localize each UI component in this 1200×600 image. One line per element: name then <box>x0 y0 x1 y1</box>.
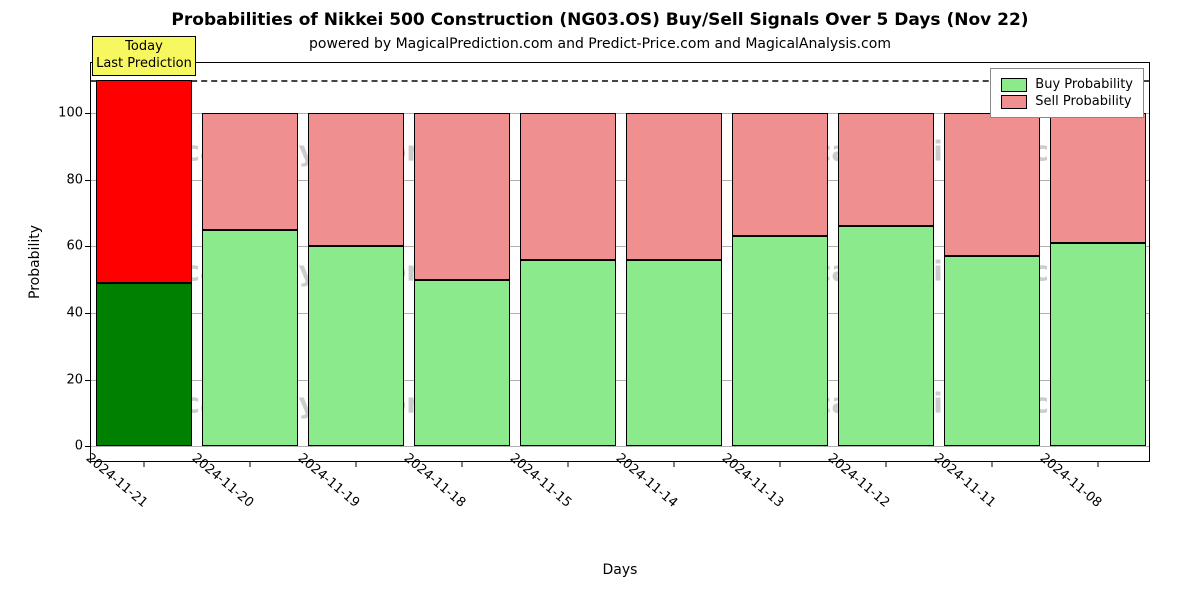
legend-swatch <box>1001 95 1027 109</box>
ytick-label: 0 <box>75 439 83 454</box>
ytick-mark <box>85 246 91 247</box>
sell-bar <box>1050 113 1145 243</box>
sell-bar <box>626 113 721 260</box>
xtick-label: 2024-11-14 <box>613 451 681 511</box>
xtick-label: 2024-11-18 <box>401 451 469 511</box>
xtick-mark <box>1098 461 1099 467</box>
sell-bar <box>308 113 403 246</box>
xtick-label: 2024-11-13 <box>719 451 787 511</box>
xtick-mark <box>250 461 251 467</box>
xtick-label: 2024-11-19 <box>295 451 363 511</box>
ytick-label: 40 <box>66 306 83 321</box>
xtick-mark <box>356 461 357 467</box>
sell-bar <box>838 113 933 226</box>
xtick-mark <box>886 461 887 467</box>
ytick-mark <box>85 113 91 114</box>
xtick-label: 2024-11-08 <box>1037 451 1105 511</box>
buy-bar <box>202 230 297 447</box>
buy-bar <box>626 260 721 447</box>
sell-bar <box>414 113 509 280</box>
xtick-mark <box>568 461 569 467</box>
sell-bar <box>96 80 191 283</box>
sell-bar <box>732 113 827 236</box>
xtick-mark <box>674 461 675 467</box>
legend-item: Buy Probability <box>1001 77 1133 92</box>
today-annotation-line: Today <box>125 39 163 55</box>
chart-title: Probabilities of Nikkei 500 Construction… <box>0 10 1200 30</box>
legend: Buy Probability Sell Probability <box>990 68 1144 118</box>
buy-bar <box>944 256 1039 446</box>
legend-swatch <box>1001 78 1027 92</box>
buy-bar <box>414 280 509 447</box>
xtick-label: 2024-11-12 <box>825 451 893 511</box>
plot-area: MagicalAnalysis.comMagicalPrediction.com… <box>90 62 1150 462</box>
xtick-label: 2024-11-21 <box>83 451 151 511</box>
sell-bar <box>520 113 615 260</box>
xtick-label: 2024-11-20 <box>189 451 257 511</box>
buy-bar <box>838 226 933 446</box>
xtick-mark <box>992 461 993 467</box>
xtick-mark <box>144 461 145 467</box>
sell-bar <box>202 113 297 230</box>
buy-bar <box>96 283 191 446</box>
sell-bar <box>944 113 1039 256</box>
x-axis-label: Days <box>603 562 638 578</box>
today-annotation-line: Last Prediction <box>96 56 192 72</box>
buy-bar <box>520 260 615 447</box>
ytick-mark <box>85 313 91 314</box>
buy-bar <box>308 246 403 446</box>
today-annotation: TodayLast Prediction <box>92 36 195 76</box>
xtick-mark <box>462 461 463 467</box>
ytick-label: 100 <box>58 106 83 121</box>
legend-label: Sell Probability <box>1035 94 1131 109</box>
ytick-label: 60 <box>66 239 83 254</box>
xtick-mark <box>780 461 781 467</box>
xtick-label: 2024-11-15 <box>507 451 575 511</box>
legend-label: Buy Probability <box>1035 77 1133 92</box>
ytick-label: 20 <box>66 372 83 387</box>
ytick-mark <box>85 380 91 381</box>
xtick-label: 2024-11-11 <box>931 451 999 511</box>
gridline <box>91 446 1149 447</box>
buy-bar <box>1050 243 1145 446</box>
y-axis-label: Probability <box>27 225 43 299</box>
legend-item: Sell Probability <box>1001 94 1133 109</box>
ytick-mark <box>85 180 91 181</box>
buy-bar <box>732 236 827 446</box>
ytick-mark <box>85 446 91 447</box>
ytick-label: 80 <box>66 172 83 187</box>
